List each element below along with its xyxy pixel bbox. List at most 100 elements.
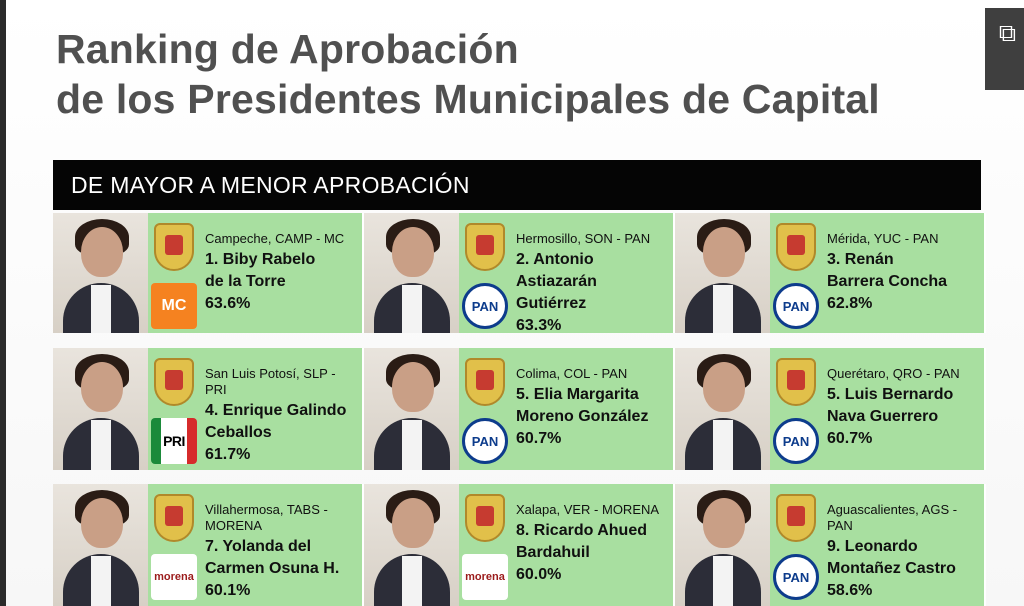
city-coat-of-arms-icon <box>776 494 816 542</box>
candidate-name-line-2: Carmen Osuna H. <box>205 560 340 577</box>
candidate-city: Villahermosa, TABS - MORENA <box>205 502 328 533</box>
city-coat-of-arms-icon <box>154 223 194 271</box>
candidate-card: PAN Querétaro, QRO - PAN 5. Luis Bernard… <box>675 348 986 470</box>
emblems: MC <box>149 213 201 333</box>
party-logo-label: PRI <box>163 433 185 449</box>
candidate-name: 5. Elia Margarita Moreno González <box>516 384 671 428</box>
candidate-card: PAN Aguascalientes, AGS - PAN 9. Leonard… <box>675 484 986 606</box>
candidate-card: PAN Hermosillo, SON - PAN 2. Antonio Ast… <box>364 213 675 333</box>
party-logo-label: MC <box>161 297 187 314</box>
candidate-name-line-1: 3. Renán <box>827 251 894 268</box>
candidate-name-line-2: Bardahuil <box>516 544 590 561</box>
party-logo-label: PAN <box>782 298 810 314</box>
candidate-photo <box>675 213 770 333</box>
candidate-name: 2. Antonio Astiazarán Gutiérrez <box>516 249 671 315</box>
candidate-city: Mérida, YUC - PAN <box>827 231 939 246</box>
banner-label: DE MAYOR A MENOR APROBACIÓN <box>71 171 470 198</box>
candidate-name: 7. Yolanda del Carmen Osuna H. <box>205 536 360 580</box>
candidate-photo <box>675 348 770 470</box>
candidate-name: 3. Renán Barrera Concha <box>827 249 982 293</box>
candidate-name-line-2: Montañez Castro <box>827 560 956 577</box>
external-link-button[interactable]: ⧉ <box>985 8 1024 90</box>
party-logo-icon: PAN <box>462 283 508 329</box>
candidate-city: San Luis Potosí, SLP - PRI <box>205 366 336 397</box>
ranking-grid: MC Campeche, CAMP - MC 1. Biby Rabelo de… <box>53 213 986 606</box>
candidate-photo <box>364 348 459 470</box>
party-logo-icon: morena <box>462 554 508 600</box>
candidate-card: PAN Colima, COL - PAN 5. Elia Margarita … <box>364 348 675 470</box>
emblems: morena <box>460 484 512 606</box>
party-logo-icon: PAN <box>462 418 508 464</box>
candidate-info: Querétaro, QRO - PAN 5. Luis Bernardo Na… <box>827 366 982 450</box>
candidate-info: Aguascalientes, AGS - PAN 9. Leonardo Mo… <box>827 502 982 602</box>
candidate-city: Aguascalientes, AGS - PAN <box>827 502 958 533</box>
party-logo-icon: morena <box>151 554 197 600</box>
candidate-photo <box>675 484 770 606</box>
candidate-info: Hermosillo, SON - PAN 2. Antonio Astiaza… <box>516 231 671 333</box>
candidate-name-line-1: 2. Antonio <box>516 251 594 268</box>
approval-percentage: 62.8% <box>827 295 873 312</box>
candidate-name: 1. Biby Rabelo de la Torre <box>205 249 360 293</box>
candidate-name-line-1: 8. Ricardo Ahued <box>516 522 647 539</box>
emblems: morena <box>149 484 201 606</box>
party-logo-label: PAN <box>471 433 499 449</box>
external-link-icon: ⧉ <box>998 20 1017 47</box>
approval-percentage: 61.7% <box>205 446 251 463</box>
emblems: PAN <box>771 484 823 606</box>
candidate-name-line-1: 5. Elia Margarita <box>516 386 639 403</box>
candidate-photo <box>53 348 148 470</box>
candidate-photo <box>364 213 459 333</box>
party-logo-label: PAN <box>471 298 499 314</box>
title-line-1: Ranking de Aprobación <box>56 26 519 72</box>
candidate-name: 9. Leonardo Montañez Castro <box>827 536 982 580</box>
candidate-card: PRI San Luis Potosí, SLP - PRI 4. Enriqu… <box>53 348 364 470</box>
candidate-card: morena Xalapa, VER - MORENA 8. Ricardo A… <box>364 484 675 606</box>
candidate-name-line-1: 4. Enrique Galindo <box>205 402 347 419</box>
emblems: PAN <box>771 213 823 333</box>
approval-percentage: 60.7% <box>516 430 562 447</box>
city-coat-of-arms-icon <box>776 223 816 271</box>
party-logo-label: PAN <box>782 433 810 449</box>
approval-percentage: 63.6% <box>205 295 251 312</box>
candidate-name-line-1: 5. Luis Bernardo <box>827 386 954 403</box>
candidate-name-line-2: Astiazarán Gutiérrez <box>516 273 597 312</box>
candidate-name: 5. Luis Bernardo Nava Guerrero <box>827 384 982 428</box>
emblems: PAN <box>771 348 823 470</box>
page-title: Ranking de Aprobación de los Presidentes… <box>56 24 956 124</box>
approval-percentage: 60.0% <box>516 566 562 583</box>
candidate-name-line-1: 9. Leonardo <box>827 538 918 555</box>
candidate-name-line-2: Nava Guerrero <box>827 408 939 425</box>
candidate-info: San Luis Potosí, SLP - PRI 4. Enrique Ga… <box>205 366 360 466</box>
infographic-page: Ranking de Aprobación de los Presidentes… <box>6 0 1024 606</box>
approval-percentage: 60.7% <box>827 430 873 447</box>
candidate-info: Xalapa, VER - MORENA 8. Ricardo Ahued Ba… <box>516 502 671 586</box>
party-logo-label: morena <box>465 571 505 583</box>
approval-percentage: 58.6% <box>827 582 873 599</box>
party-logo-icon: PAN <box>773 418 819 464</box>
candidate-city: Colima, COL - PAN <box>516 366 628 381</box>
city-coat-of-arms-icon <box>465 223 505 271</box>
candidate-name: 4. Enrique Galindo Ceballos <box>205 400 360 444</box>
candidate-card: MC Campeche, CAMP - MC 1. Biby Rabelo de… <box>53 213 364 333</box>
emblems: PAN <box>460 213 512 333</box>
candidate-name-line-2: Moreno González <box>516 408 649 425</box>
party-logo-icon: PAN <box>773 554 819 600</box>
candidate-card: morena Villahermosa, TABS - MORENA 7. Yo… <box>53 484 364 606</box>
city-coat-of-arms-icon <box>154 494 194 542</box>
title-line-2: de los Presidentes Municipales de Capita… <box>56 76 880 122</box>
candidate-name-line-1: 7. Yolanda del <box>205 538 312 555</box>
candidate-name-line-1: 1. Biby Rabelo <box>205 251 316 268</box>
city-coat-of-arms-icon <box>154 358 194 406</box>
party-logo-icon: PRI <box>151 418 197 464</box>
party-logo-label: PAN <box>782 569 810 585</box>
candidate-name-line-2: Ceballos <box>205 424 272 441</box>
city-coat-of-arms-icon <box>776 358 816 406</box>
approval-percentage: 60.1% <box>205 582 251 599</box>
city-coat-of-arms-icon <box>465 494 505 542</box>
candidate-city: Xalapa, VER - MORENA <box>516 502 660 517</box>
candidate-city: Campeche, CAMP - MC <box>205 231 345 246</box>
emblems: PAN <box>460 348 512 470</box>
candidate-name: 8. Ricardo Ahued Bardahuil <box>516 520 671 564</box>
party-logo-icon: PAN <box>773 283 819 329</box>
candidate-city: Querétaro, QRO - PAN <box>827 366 960 381</box>
